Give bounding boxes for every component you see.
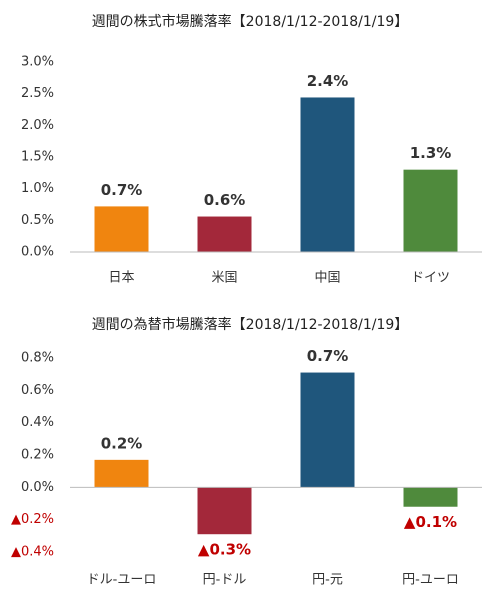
y-tick-label: 0.0% <box>21 480 54 495</box>
x-tick-label: 円-ドル <box>203 573 247 588</box>
y-tick-label: 2.0% <box>21 118 54 133</box>
x-tick-label: 円-元 <box>312 573 343 588</box>
data-label: 1.3% <box>410 144 452 162</box>
bar <box>300 372 355 488</box>
x-tick-label: ドイツ <box>411 271 450 286</box>
bar <box>403 169 458 252</box>
data-label: 0.6% <box>204 191 246 209</box>
bar <box>300 97 355 252</box>
data-label: ▲0.3% <box>198 541 251 559</box>
y-tick-label: 0.5% <box>21 213 54 228</box>
y-tick-label: 0.0% <box>21 245 54 260</box>
bar <box>94 459 149 488</box>
bar <box>197 487 252 535</box>
bar <box>197 216 252 252</box>
x-tick-label: 米国 <box>211 271 237 286</box>
data-label: 0.2% <box>101 434 143 452</box>
y-tick-label: 1.5% <box>21 150 54 165</box>
y-tick-label: 3.0% <box>21 55 54 70</box>
y-tick-label: ▲0.4% <box>11 545 54 560</box>
x-tick-label: ドル-ユーロ <box>87 573 157 588</box>
x-tick-label: 中国 <box>314 271 340 286</box>
data-label: 0.7% <box>101 181 143 199</box>
chart-title: 週間の為替市場騰落率【2018/1/12-2018/1/19】 <box>92 316 409 333</box>
y-tick-label: 0.6% <box>21 383 54 398</box>
y-tick-label: ▲0.2% <box>11 512 54 527</box>
x-tick-label: 日本 <box>108 271 134 286</box>
y-tick-label: 0.4% <box>21 415 54 430</box>
y-tick-label: 0.2% <box>21 448 54 463</box>
data-label: 0.7% <box>307 347 349 365</box>
data-label: 2.4% <box>307 72 349 90</box>
data-label: ▲0.1% <box>404 513 457 531</box>
bar <box>403 487 458 507</box>
chart-title: 週間の株式市場騰落率【2018/1/12-2018/1/19】 <box>92 13 409 30</box>
y-tick-label: 2.5% <box>21 86 54 101</box>
x-tick-label: 円-ユーロ <box>402 573 459 588</box>
bar <box>94 206 149 252</box>
y-tick-label: 0.8% <box>21 351 54 366</box>
y-tick-label: 1.0% <box>21 181 54 196</box>
